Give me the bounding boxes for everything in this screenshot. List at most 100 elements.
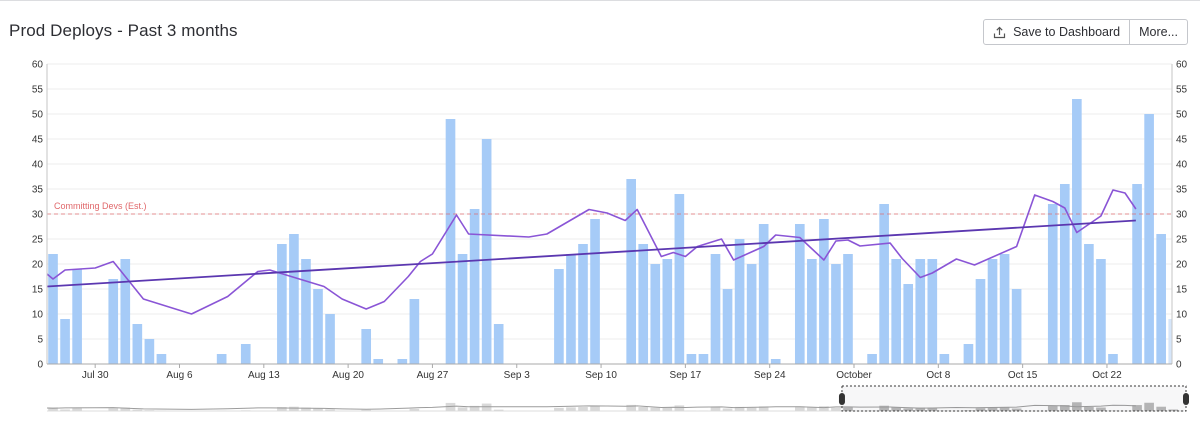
bar	[1108, 354, 1118, 364]
bar	[217, 354, 227, 364]
bar	[289, 234, 299, 364]
bar	[277, 244, 287, 364]
y-tick-label-left: 55	[32, 85, 44, 96]
x-tick-label: Oct 8	[926, 370, 950, 381]
bar	[1012, 289, 1022, 364]
bar	[1096, 259, 1106, 364]
bar	[145, 339, 155, 364]
bar	[482, 139, 492, 364]
y-tick-label-right: 10	[1176, 310, 1188, 321]
y-tick-label-right: 45	[1176, 135, 1188, 146]
bar	[494, 324, 504, 364]
y-tick-label-right: 0	[1176, 360, 1182, 371]
bar	[1084, 244, 1094, 364]
bar	[879, 204, 889, 364]
y-tick-label-left: 0	[37, 360, 43, 371]
navigator-bar	[747, 408, 757, 411]
bar	[819, 219, 829, 364]
bar	[578, 244, 588, 364]
x-tick-label: Sep 24	[754, 370, 786, 381]
navigator-bar	[60, 410, 70, 411]
y-tick-label-left: 15	[32, 285, 44, 296]
bar	[807, 259, 817, 364]
navigator-handle-right	[1183, 393, 1189, 405]
bar	[1000, 254, 1010, 364]
bar	[398, 359, 408, 364]
y-tick-label-left: 30	[32, 210, 44, 221]
y-tick-label-right: 35	[1176, 185, 1188, 196]
navigator-bar	[566, 407, 576, 411]
navigator-bar	[590, 406, 600, 411]
bar	[108, 279, 118, 364]
navigator-bar	[313, 409, 323, 411]
navigator-bar	[675, 405, 685, 411]
navigator-bar	[108, 408, 118, 411]
bar	[891, 259, 901, 364]
bar	[72, 269, 82, 364]
x-tick-label: Sep 3	[504, 370, 531, 381]
y-tick-label-right: 60	[1176, 60, 1188, 71]
x-tick-label: Aug 27	[417, 370, 449, 381]
bar	[903, 284, 913, 364]
navigator-bar	[361, 410, 371, 411]
navigator-bar	[578, 407, 588, 411]
y-tick-label-right: 55	[1176, 85, 1188, 96]
y-tick-label-left: 50	[32, 110, 44, 121]
navigator-bar	[482, 404, 492, 411]
bar	[60, 319, 70, 364]
bar	[988, 259, 998, 364]
y-tick-label-left: 45	[32, 135, 44, 146]
bar	[1168, 319, 1172, 364]
bar	[759, 224, 769, 364]
navigator-bar	[145, 410, 155, 411]
bar	[711, 254, 721, 364]
bar	[940, 354, 950, 364]
bar	[157, 354, 167, 364]
bar	[48, 254, 58, 364]
y-tick-label-left: 40	[32, 160, 44, 171]
bar	[325, 314, 335, 364]
y-tick-label-left: 10	[32, 310, 44, 321]
bar	[470, 209, 480, 364]
navigator-bar	[807, 408, 817, 411]
threshold-label: Committing Devs (Est.)	[54, 201, 147, 211]
bar	[373, 359, 383, 364]
y-tick-label-right: 40	[1176, 160, 1188, 171]
navigator-bar	[650, 408, 660, 411]
navigator-bar	[831, 408, 841, 411]
bar	[1132, 184, 1142, 364]
x-tick-label: Jul 30	[82, 370, 109, 381]
y-tick-label-right: 5	[1176, 335, 1182, 346]
bar	[675, 194, 685, 364]
bar	[361, 329, 371, 364]
bar	[410, 299, 420, 364]
bar	[831, 264, 841, 364]
bar	[1144, 114, 1154, 364]
bar	[771, 359, 781, 364]
range-navigator[interactable]	[47, 386, 1189, 411]
bar	[590, 219, 600, 364]
x-tick-label: Sep 10	[585, 370, 617, 381]
navigator-bar	[458, 407, 468, 411]
y-tick-label-left: 60	[32, 60, 44, 71]
y-tick-label-right: 30	[1176, 210, 1188, 221]
bar	[723, 289, 733, 364]
bar	[976, 279, 986, 364]
threshold-line: Committing Devs (Est.)	[47, 201, 1172, 214]
bar	[699, 354, 709, 364]
y-tick-label-right: 15	[1176, 285, 1188, 296]
y-tick-label-left: 20	[32, 260, 44, 271]
bar	[241, 344, 251, 364]
navigator-bar	[410, 409, 420, 411]
bar	[133, 324, 143, 364]
navigator-handle-left	[839, 393, 845, 405]
navigator-bar	[554, 408, 564, 411]
bar	[687, 354, 697, 364]
bar	[446, 119, 456, 364]
bar	[964, 344, 974, 364]
navigator-bar	[494, 410, 504, 411]
navigator-bar	[241, 410, 251, 411]
x-tick-label: Aug 20	[332, 370, 364, 381]
